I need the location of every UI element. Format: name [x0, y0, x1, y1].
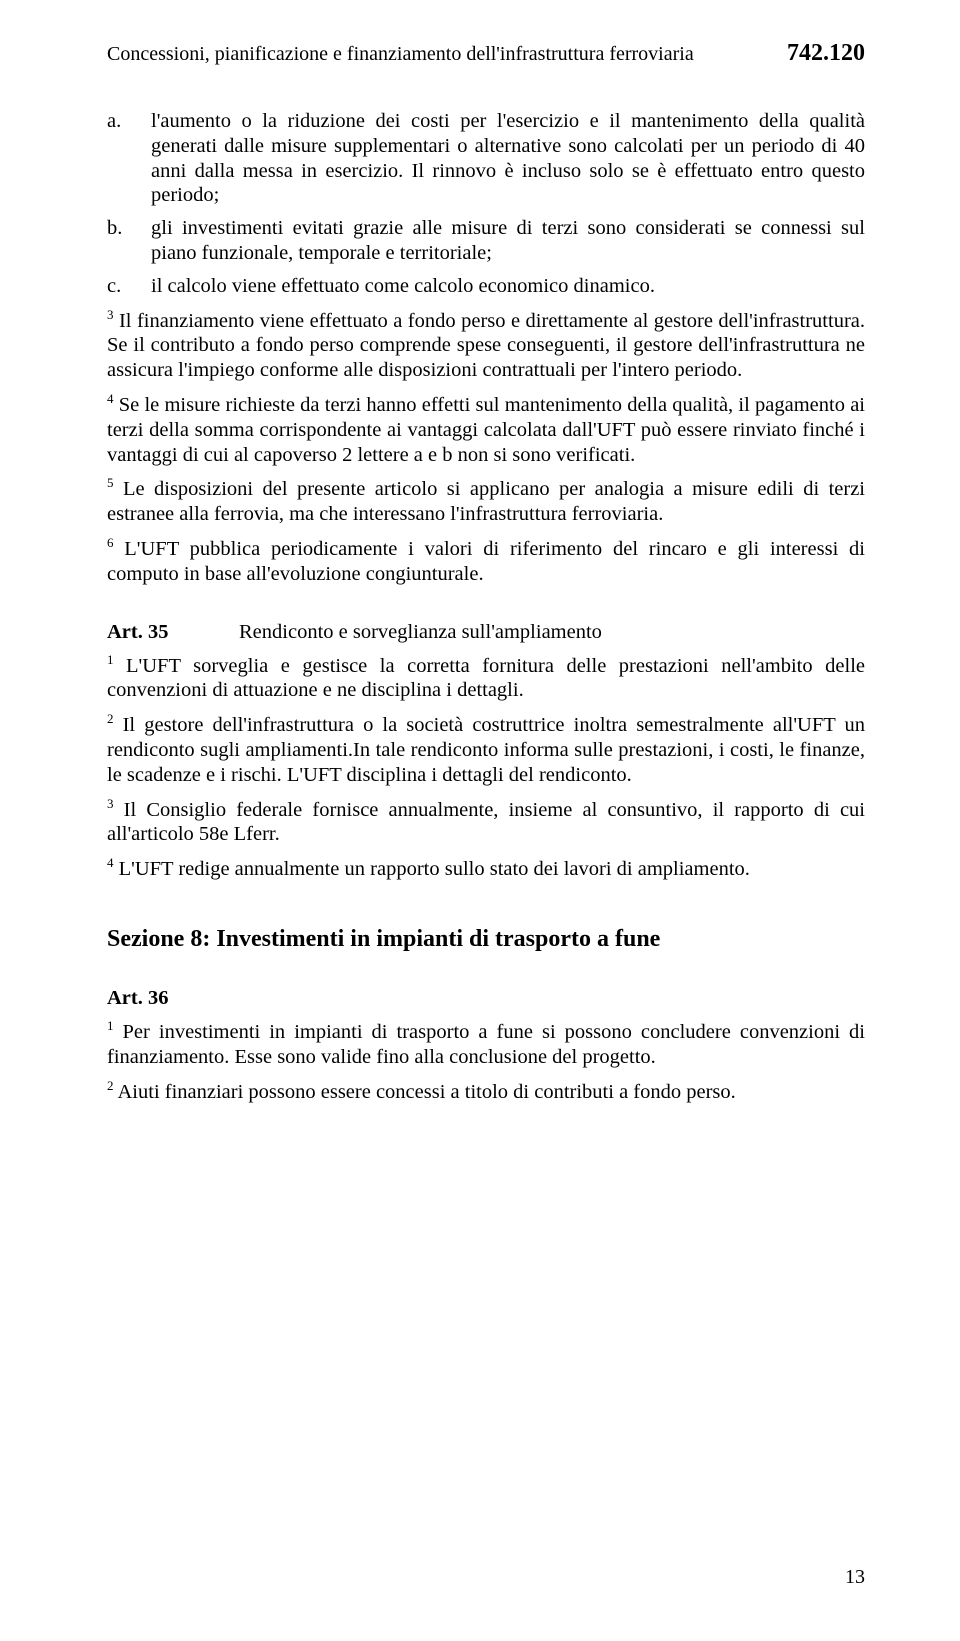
paragraph-5: 5 Le disposizioni del presente articolo … [107, 477, 865, 527]
paragraph-text: Se le misure richieste da terzi hanno ef… [107, 394, 865, 466]
page-header: Concessioni, pianificazione e finanziame… [107, 40, 865, 67]
list-text: l'aumento o la riduzione dei costi per l… [151, 109, 865, 208]
paragraph-text: Il Consiglio federale fornisce annualmen… [107, 799, 865, 846]
header-code: 742.120 [787, 40, 865, 67]
paragraph-text: Per investimenti in impianti di trasport… [107, 1021, 865, 1068]
article-number: Art. 35 [107, 621, 239, 644]
document-page: Concessioni, pianificazione e finanziame… [0, 0, 960, 1641]
paragraph-text: L'UFT pubblica periodicamente i valori d… [107, 538, 865, 585]
art36-paragraph-1: 1 Per investimenti in impianti di traspo… [107, 1020, 865, 1070]
list-marker: c. [107, 274, 151, 299]
paragraph-6: 6 L'UFT pubblica periodicamente i valori… [107, 537, 865, 587]
section-8-heading: Sezione 8: Investimenti in impianti di t… [107, 926, 865, 953]
paragraph-text: Il gestore dell'infrastruttura o la soci… [107, 714, 865, 786]
list-item-c: c. il calcolo viene effettuato come calc… [107, 274, 865, 299]
paragraph-3: 3 Il finanziamento viene effettuato a fo… [107, 309, 865, 383]
article-36-heading: Art. 36 [107, 987, 865, 1010]
paragraph-4: 4 Se le misure richieste da terzi hanno … [107, 393, 865, 467]
list-item-a: a. l'aumento o la riduzione dei costi pe… [107, 109, 865, 208]
list-text: il calcolo viene effettuato come calcolo… [151, 274, 865, 299]
article-number: Art. 36 [107, 987, 239, 1010]
paragraph-text: Le disposizioni del presente articolo si… [107, 478, 865, 525]
art36-paragraph-2: 2 Aiuti finanziari possono essere conces… [107, 1080, 865, 1105]
art35-paragraph-4: 4 L'UFT redige annualmente un rapporto s… [107, 857, 865, 882]
paragraph-text: L'UFT sorveglia e gestisce la corretta f… [107, 655, 865, 702]
paragraph-text: L'UFT redige annualmente un rapporto sul… [114, 858, 750, 880]
paragraph-text: Il finanziamento viene effettuato a fond… [107, 310, 865, 382]
list-text: gli investimenti evitati grazie alle mis… [151, 216, 865, 266]
art35-paragraph-1: 1 L'UFT sorveglia e gestisce la corretta… [107, 654, 865, 704]
art35-paragraph-3: 3 Il Consiglio federale fornisce annualm… [107, 798, 865, 848]
article-35-heading: Art. 35 Rendiconto e sorveglianza sull'a… [107, 621, 865, 644]
page-number: 13 [845, 1566, 865, 1589]
art35-paragraph-2: 2 Il gestore dell'infrastruttura o la so… [107, 713, 865, 787]
list-marker: b. [107, 216, 151, 266]
header-title: Concessioni, pianificazione e finanziame… [107, 43, 694, 66]
paragraph-text: Aiuti finanziari possono essere concessi… [114, 1081, 736, 1103]
list-item-b: b. gli investimenti evitati grazie alle … [107, 216, 865, 266]
article-title: Rendiconto e sorveglianza sull'ampliamen… [239, 621, 865, 644]
list-marker: a. [107, 109, 151, 208]
